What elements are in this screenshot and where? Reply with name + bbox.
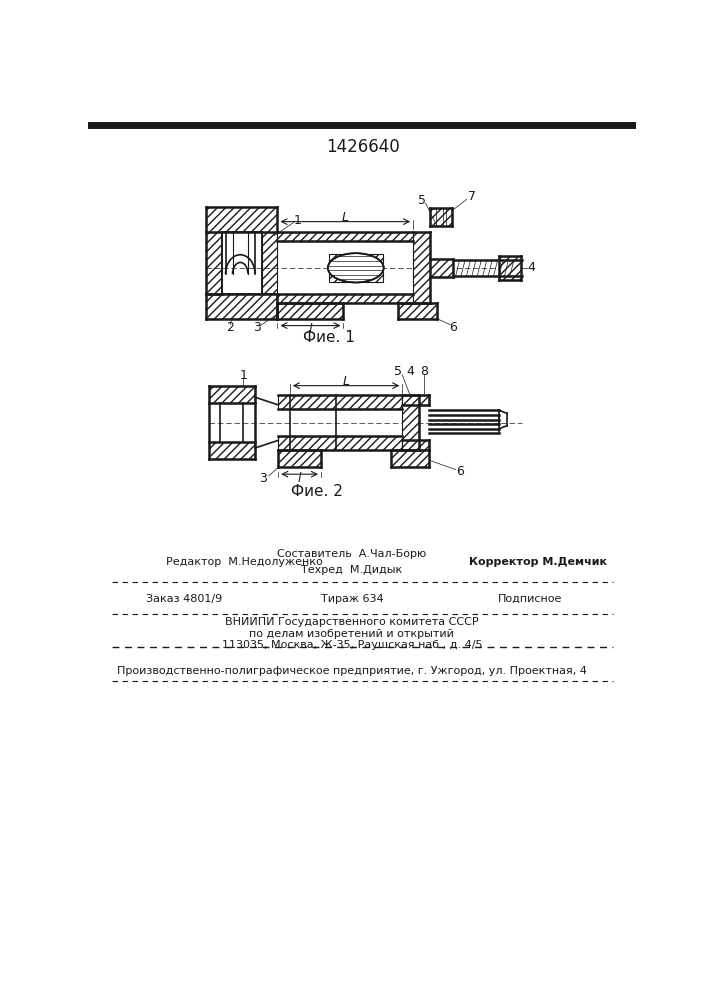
Bar: [398, 303, 437, 319]
Bar: [430, 259, 453, 277]
Bar: [277, 303, 344, 319]
Bar: [391, 450, 429, 467]
Text: Фие. 1: Фие. 1: [303, 330, 355, 345]
Text: 6: 6: [457, 465, 464, 478]
Bar: [402, 395, 429, 405]
Ellipse shape: [328, 253, 384, 282]
Bar: [413, 232, 430, 303]
Text: Техред  М.Дидык: Техред М.Дидык: [301, 565, 402, 575]
Bar: [279, 436, 402, 450]
Text: 3: 3: [253, 321, 262, 334]
Text: L: L: [341, 211, 349, 224]
Bar: [206, 294, 277, 319]
Text: 7: 7: [468, 190, 476, 204]
Text: 1426640: 1426640: [326, 138, 399, 156]
Bar: [279, 395, 402, 409]
Bar: [402, 395, 419, 450]
Bar: [430, 208, 452, 226]
Bar: [329, 254, 383, 282]
Bar: [279, 450, 321, 467]
Text: ВНИИПИ Государственного комитета СССР: ВНИИПИ Государственного комитета СССР: [225, 617, 479, 627]
Text: 2: 2: [226, 321, 234, 334]
Text: L: L: [342, 375, 349, 388]
Text: 4: 4: [527, 261, 536, 274]
Bar: [262, 232, 277, 294]
Text: 5: 5: [395, 365, 402, 378]
Text: 5: 5: [418, 194, 426, 207]
Text: 1: 1: [240, 369, 247, 382]
Bar: [206, 207, 277, 232]
Bar: [277, 232, 413, 241]
Bar: [277, 294, 413, 303]
Text: l: l: [309, 323, 312, 336]
Text: Составитель  А.Чал-Борю: Составитель А.Чал-Борю: [277, 549, 426, 559]
Text: Заказ 4801/9: Заказ 4801/9: [146, 594, 223, 604]
Bar: [206, 232, 222, 294]
Bar: [209, 386, 255, 403]
Text: 6: 6: [449, 321, 457, 334]
Text: 8: 8: [420, 365, 428, 378]
Text: Редактор  М.Недолуженко: Редактор М.Недолуженко: [166, 557, 322, 567]
Text: l: l: [298, 472, 301, 485]
Text: Производственно-полиграфическое предприятие, г. Ужгород, ул. Проектная, 4: Производственно-полиграфическое предприя…: [117, 666, 587, 676]
Text: 113035, Москва, Ж-35, Раушская наб., д. 4/5: 113035, Москва, Ж-35, Раушская наб., д. …: [221, 640, 482, 650]
Bar: [209, 442, 255, 459]
Text: Подписное: Подписное: [498, 594, 562, 604]
Bar: [402, 440, 429, 450]
Text: 3: 3: [259, 472, 267, 485]
Text: Фие. 2: Фие. 2: [291, 484, 343, 499]
Text: Тираж 634: Тираж 634: [320, 594, 383, 604]
Text: 4: 4: [406, 365, 414, 378]
Text: 1: 1: [293, 214, 302, 227]
Text: Корректор М.Демчик: Корректор М.Демчик: [469, 557, 607, 567]
Text: по делам изобретений и открытий: по делам изобретений и открытий: [250, 629, 455, 639]
Bar: [222, 232, 262, 294]
Bar: [499, 256, 521, 280]
